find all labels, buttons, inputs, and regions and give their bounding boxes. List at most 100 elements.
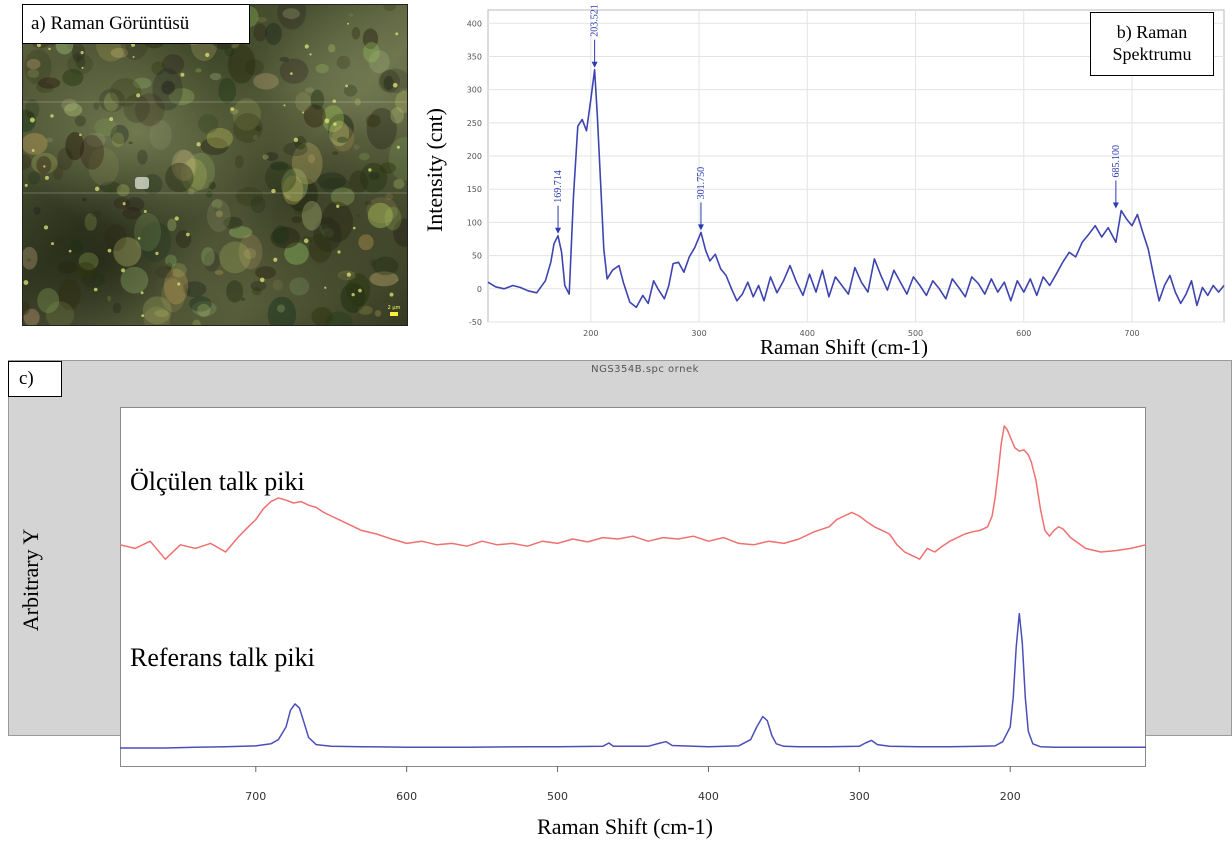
texture-blob	[310, 89, 325, 110]
texture-speck	[177, 282, 181, 286]
c-x-tick-label: 700	[245, 790, 266, 803]
texture-blob	[120, 266, 149, 294]
texture-blob	[322, 228, 334, 238]
texture-blob	[308, 154, 316, 164]
texture-blob	[45, 137, 54, 143]
texture-speck	[395, 32, 399, 36]
texture-blob	[393, 218, 407, 247]
texture-blob	[366, 114, 381, 128]
texture-blob	[182, 281, 207, 298]
texture-blob	[195, 68, 202, 73]
panel-a-label: a) Raman Görüntüsü	[22, 4, 250, 44]
texture-blob	[364, 200, 372, 206]
texture-blob	[281, 168, 309, 202]
texture-speck	[304, 44, 309, 49]
texture-blob	[192, 300, 217, 317]
texture-blob	[262, 154, 269, 160]
texture-blob	[226, 280, 244, 303]
raman-spectrum-line	[487, 68, 1225, 309]
texture-blob	[343, 84, 358, 97]
texture-blob	[399, 88, 406, 93]
texture-blob	[180, 158, 207, 193]
texture-blob	[325, 311, 353, 325]
texture-blob	[282, 175, 304, 205]
texture-blob	[123, 93, 150, 123]
texture-blob	[111, 132, 125, 148]
texture-blob	[170, 262, 187, 278]
texture-speck	[122, 202, 126, 206]
texture-blob	[369, 271, 399, 287]
texture-blob	[337, 270, 356, 281]
texture-blob	[201, 247, 215, 266]
texture-speck	[174, 216, 179, 221]
texture-blob	[305, 87, 315, 93]
texture-blob	[58, 278, 81, 311]
texture-blob	[171, 149, 196, 181]
texture-blob	[213, 206, 218, 212]
texture-blob	[99, 181, 122, 193]
texture-blob	[379, 162, 397, 174]
texture-blob	[279, 58, 309, 84]
texture-blob	[152, 68, 183, 111]
texture-speck	[273, 257, 278, 262]
texture-blob	[65, 132, 85, 161]
texture-blob	[332, 151, 339, 156]
texture-blob	[61, 98, 78, 112]
texture-blob	[26, 257, 32, 262]
texture-blob	[28, 171, 41, 185]
texture-speck	[155, 251, 159, 256]
peak-arrow-head	[591, 61, 598, 68]
texture-blob	[109, 78, 142, 107]
scale-bar-mark	[390, 312, 398, 316]
texture-blob	[163, 268, 189, 305]
y-tick-label: -50	[469, 318, 482, 327]
texture-speck	[31, 149, 35, 152]
texture-speck	[337, 250, 341, 254]
texture-speck	[392, 82, 398, 88]
texture-speck	[324, 286, 327, 289]
texture-speck	[107, 248, 112, 253]
texture-blob	[203, 250, 220, 272]
scale-bar-label: 2 µm	[387, 305, 401, 311]
texture-blob	[137, 149, 148, 165]
texture-blob	[285, 194, 291, 199]
texture-blob	[67, 53, 94, 75]
texture-blob	[366, 197, 398, 224]
texture-speck	[132, 56, 135, 59]
texture-blob	[104, 224, 127, 252]
texture-blob	[142, 296, 172, 325]
texture-blob	[327, 113, 354, 143]
texture-speck	[29, 117, 35, 123]
texture-blob	[98, 88, 125, 113]
texture-blob	[291, 142, 323, 185]
texture-blob	[189, 296, 212, 312]
y-tick-label: 100	[467, 218, 482, 227]
texture-blob	[23, 154, 32, 170]
texture-blob	[252, 134, 259, 141]
texture-blob	[175, 230, 192, 249]
texture-blob	[219, 241, 251, 274]
texture-blob	[197, 303, 211, 318]
texture-blob	[359, 162, 388, 193]
raman-image: 2 µm	[22, 4, 408, 326]
texture-speck	[225, 325, 228, 326]
texture-blob	[238, 234, 263, 270]
peak-label: 301.750	[696, 167, 707, 200]
texture-blob	[337, 136, 348, 144]
texture-speck	[271, 188, 276, 194]
texture-blob	[132, 77, 152, 89]
texture-blob	[369, 258, 376, 267]
texture-blob	[38, 77, 61, 89]
texture-blob	[79, 134, 105, 170]
texture-blob	[279, 56, 290, 62]
texture-blob	[250, 195, 266, 214]
texture-speck	[346, 272, 351, 277]
chart-b-series	[487, 68, 1225, 309]
texture-speck	[44, 175, 49, 180]
texture-blob	[62, 68, 84, 87]
texture-blob	[81, 197, 87, 202]
texture-speck	[143, 209, 147, 213]
texture-blob	[206, 199, 231, 232]
texture-speck	[36, 43, 41, 48]
texture-speck	[332, 99, 337, 103]
